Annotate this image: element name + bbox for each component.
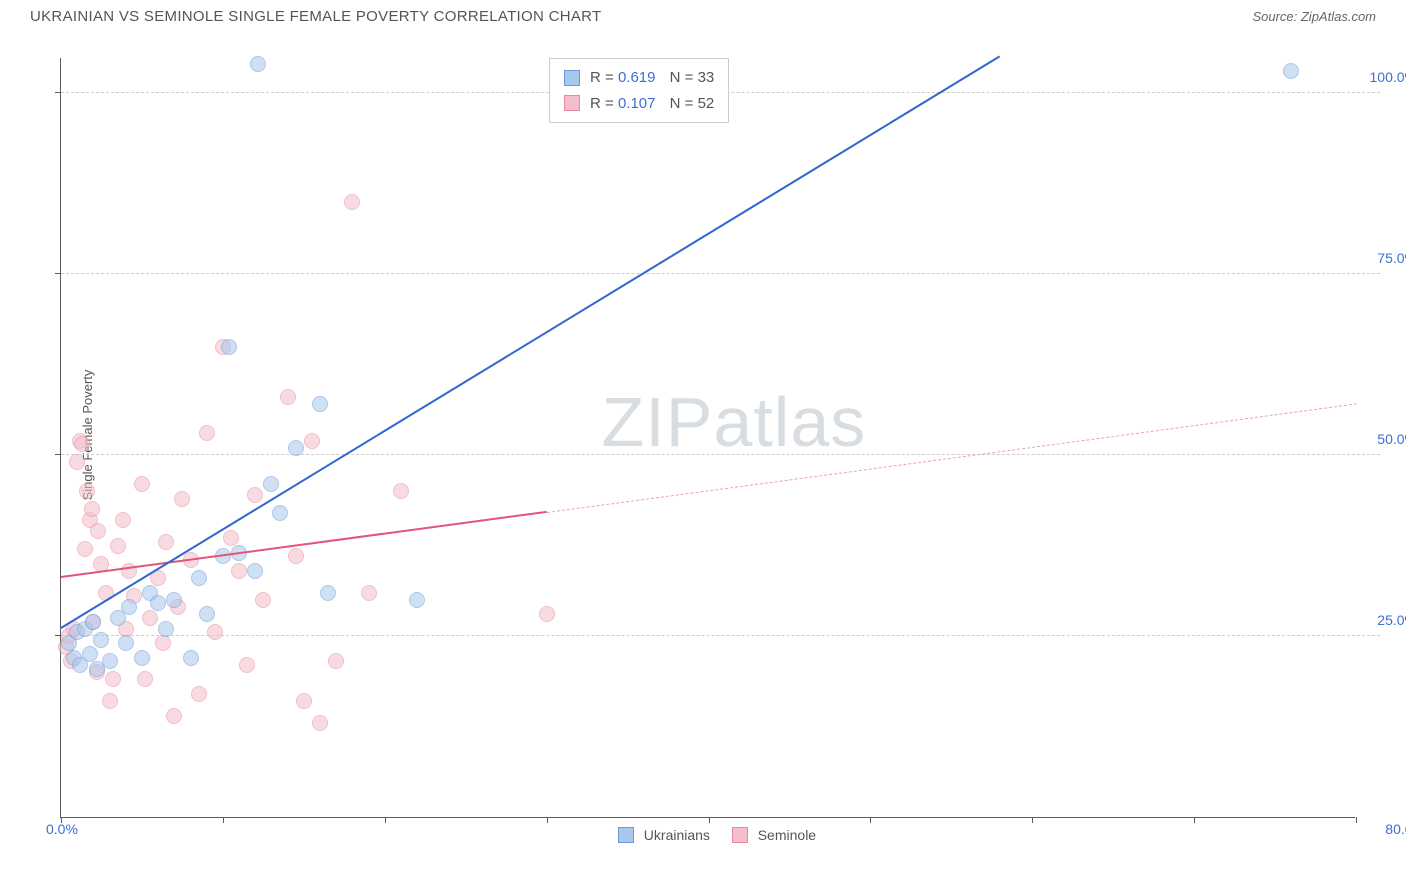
data-point [102, 693, 118, 709]
y-tick-mark [55, 454, 61, 455]
data-point [84, 501, 100, 517]
swatch-seminole [564, 95, 580, 111]
data-point [344, 194, 360, 210]
data-point [134, 650, 150, 666]
x-axis-legend: Ukrainians Seminole [61, 827, 1355, 843]
data-point [312, 396, 328, 412]
legend-swatch-seminole [732, 827, 748, 843]
x-tick-mark [1032, 817, 1033, 823]
y-tick-mark [55, 635, 61, 636]
x-tick-mark [61, 817, 62, 823]
stats-row-ukrainians: R = 0.619 N = 33 [564, 65, 714, 91]
data-point [110, 538, 126, 554]
source-label: Source: ZipAtlas.com [1252, 9, 1376, 24]
data-point [90, 523, 106, 539]
y-tick-label: 75.0% [1377, 250, 1406, 266]
data-point [263, 476, 279, 492]
data-point [191, 686, 207, 702]
data-point [174, 491, 190, 507]
data-point [105, 671, 121, 687]
gridline-y [61, 273, 1380, 274]
plot-area: ZIPatlas R = 0.619 N = 33 R = 0.107 N = … [60, 58, 1355, 818]
x-tick-mark [547, 817, 548, 823]
r-value-seminole: 0.107 [618, 95, 656, 112]
chart-title: UKRAINIAN VS SEMINOLE SINGLE FEMALE POVE… [30, 8, 601, 25]
trend-line [61, 511, 547, 578]
watermark: ZIPatlas [601, 382, 866, 462]
r-value-ukrainians: 0.619 [618, 69, 656, 86]
data-point [158, 534, 174, 550]
data-point [409, 592, 425, 608]
data-point [74, 436, 90, 452]
data-point [247, 487, 263, 503]
data-point [150, 595, 166, 611]
data-point [247, 563, 263, 579]
data-point [312, 715, 328, 731]
x-tick-mark [385, 817, 386, 823]
y-tick-label: 25.0% [1377, 612, 1406, 628]
legend-label-ukrainians: Ukrainians [644, 827, 710, 843]
data-point [137, 671, 153, 687]
data-point [79, 483, 95, 499]
data-point [183, 650, 199, 666]
data-point [155, 635, 171, 651]
data-point [166, 708, 182, 724]
y-tick-mark [55, 273, 61, 274]
data-point [239, 657, 255, 673]
data-point [134, 476, 150, 492]
data-point [142, 610, 158, 626]
data-point [199, 606, 215, 622]
data-point [296, 693, 312, 709]
legend-label-seminole: Seminole [758, 827, 816, 843]
data-point [199, 425, 215, 441]
y-tick-mark [55, 92, 61, 93]
data-point [207, 624, 223, 640]
data-point [272, 505, 288, 521]
data-point [191, 570, 207, 586]
data-point [158, 621, 174, 637]
data-point [288, 548, 304, 564]
legend-swatch-ukrainians [618, 827, 634, 843]
data-point [1283, 63, 1299, 79]
data-point [118, 635, 134, 651]
data-point [85, 614, 101, 630]
data-point [77, 541, 93, 557]
x-tick-mark [870, 817, 871, 823]
chart-container: Single Female Poverty ZIPatlas R = 0.619… [50, 50, 1380, 820]
data-point [288, 440, 304, 456]
data-point [304, 433, 320, 449]
data-point [539, 606, 555, 622]
y-tick-label: 100.0% [1370, 69, 1406, 85]
x-tick-mark [1194, 817, 1195, 823]
data-point [115, 512, 131, 528]
y-tick-label: 50.0% [1377, 431, 1406, 447]
n-value-ukrainians: 33 [698, 69, 715, 86]
data-point [166, 592, 182, 608]
data-point [121, 599, 137, 615]
gridline-y [61, 454, 1380, 455]
data-point [393, 483, 409, 499]
data-point [93, 632, 109, 648]
n-value-seminole: 52 [698, 95, 715, 112]
trend-line [60, 55, 1000, 629]
data-point [231, 563, 247, 579]
stats-row-seminole: R = 0.107 N = 52 [564, 91, 714, 117]
data-point [361, 585, 377, 601]
gridline-y [61, 635, 1380, 636]
x-tick-max: 80.0% [1385, 821, 1406, 837]
x-tick-mark [1356, 817, 1357, 823]
data-point [223, 530, 239, 546]
data-point [102, 653, 118, 669]
data-point [69, 454, 85, 470]
data-point [320, 585, 336, 601]
x-tick-mark [223, 817, 224, 823]
x-tick-mark [709, 817, 710, 823]
data-point [280, 389, 296, 405]
data-point [221, 339, 237, 355]
data-point [250, 56, 266, 72]
data-point [255, 592, 271, 608]
stats-legend-box: R = 0.619 N = 33 R = 0.107 N = 52 [549, 58, 729, 123]
swatch-ukrainians [564, 70, 580, 86]
data-point [328, 653, 344, 669]
